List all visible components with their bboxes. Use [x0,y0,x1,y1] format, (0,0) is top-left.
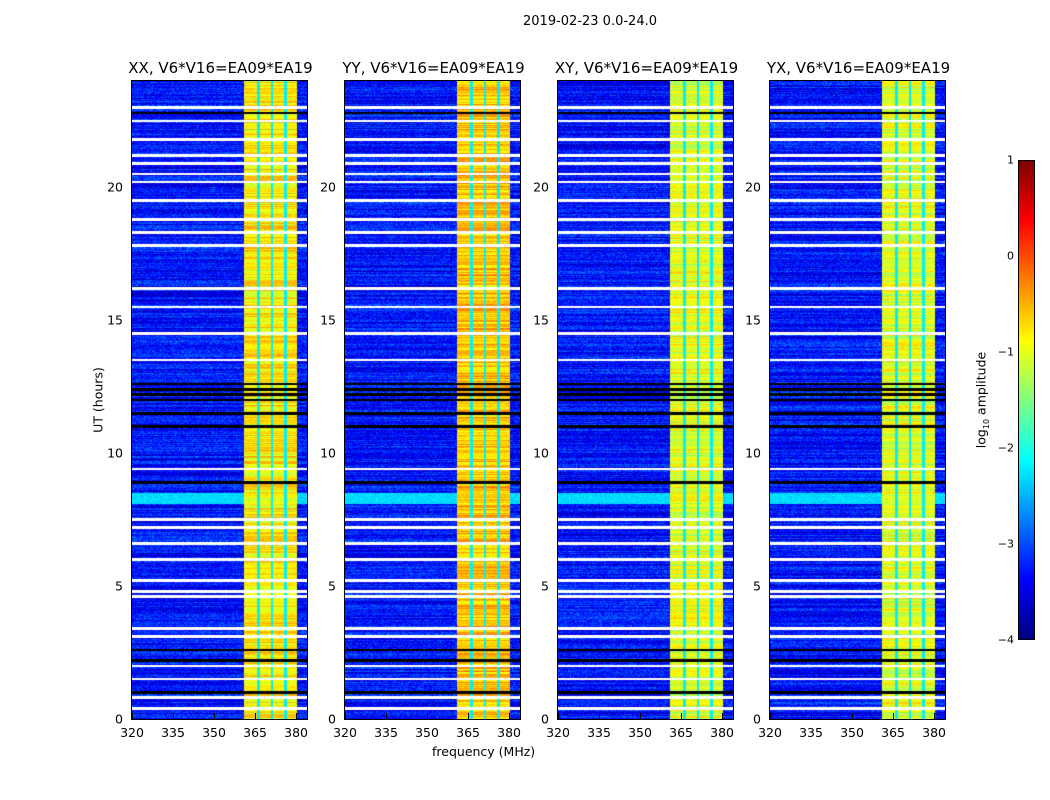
spectrogram-image [558,81,733,719]
x-tick [345,713,346,719]
x-tick-label: 365 [243,725,267,740]
x-tick-label: 380 [284,725,308,740]
x-tick-label: 320 [546,725,570,740]
x-tick [509,713,511,719]
x-tick-label: 365 [669,725,693,740]
x-tick [852,713,854,719]
y-axis-label: UT (hours) [90,367,106,433]
panel-title: YY, V6*V16=EA09*EA19 [342,59,525,77]
y-tick-label: 0 [541,711,549,727]
x-tick [893,713,895,719]
y-tick-label: 0 [753,711,761,727]
y-tick-label: 0 [115,711,123,727]
y-tick-label: 10 [533,445,549,461]
colorbar-tick-label: −2 [997,441,1014,455]
x-tick [255,713,257,719]
x-tick-label: 320 [333,725,357,740]
y-tick-label: 10 [107,445,123,461]
x-tick-label: 350 [628,725,652,740]
y-tick-label: 20 [533,179,549,195]
y-tick-label: 5 [115,578,123,594]
y-tick-label: 10 [745,445,761,461]
x-tick-label: 365 [456,725,480,740]
y-tick-label: 0 [328,711,336,727]
colorbar-tick-label: −4 [997,633,1014,647]
panel-title: XY, V6*V16=EA09*EA19 [554,59,739,77]
y-tick-label: 20 [320,179,336,195]
x-tick-label: 335 [799,725,823,740]
x-tick [468,713,470,719]
colorbar-tick-label: 1 [1007,153,1014,167]
y-tick-label: 5 [541,578,549,594]
panel-title: XX, V6*V16=EA09*EA19 [128,59,313,77]
x-tick-label: 335 [587,725,611,740]
x-tick [214,713,216,719]
x-tick-label: 350 [415,725,439,740]
y-tick-label: 20 [745,179,761,195]
x-tick [770,713,771,719]
x-tick [558,713,559,719]
x-tick [811,713,813,719]
x-tick [427,713,429,719]
colorbar-label: log10 amplitude [973,351,991,449]
x-tick-label: 365 [881,725,905,740]
x-tick [599,713,601,719]
spectrogram-image [345,81,520,719]
spectrogram-panel: XY, V6*V16=EA09*EA19 320 335 350 365 380 0 5 10 1… [533,59,738,740]
x-tick [640,713,642,719]
y-tick-label: 10 [320,445,336,461]
spectrogram-panel: YY, V6*V16=EA09*EA19 320 335 350 365 380 0 5 10 1… [320,59,525,740]
x-tick [722,713,724,719]
x-tick [132,713,133,719]
x-tick-label: 350 [840,725,864,740]
spectrogram-image [132,81,307,719]
x-tick [934,713,936,719]
x-tick-label: 350 [202,725,226,740]
y-tick-label: 15 [533,312,549,328]
x-tick-label: 320 [120,725,144,740]
x-tick-label: 380 [710,725,734,740]
x-tick-label: 380 [922,725,946,740]
x-tick [173,713,175,719]
x-tick [681,713,683,719]
colorbar-gradient [1019,161,1034,639]
x-tick-label: 335 [161,725,185,740]
x-tick [386,713,388,719]
panel-title: YX, V6*V16=EA09*EA19 [766,59,951,77]
x-tick [296,713,298,719]
spectrogram-panel: XX, V6*V16=EA09*EA19 320 335 350 365 380 0 5 10 1… [107,59,313,740]
x-axis-label: frequency (MHz) [432,744,536,759]
x-tick-label: 320 [758,725,782,740]
y-tick-label: 15 [107,312,123,328]
x-tick-label: 380 [497,725,521,740]
spectrogram-image [770,81,945,719]
y-tick-label: 5 [753,578,761,594]
colorbar-tick-label: 0 [1007,249,1014,263]
y-tick-label: 15 [320,312,336,328]
colorbar-tick-label: −3 [997,537,1014,551]
colorbar [1018,160,1035,640]
x-tick-label: 335 [374,725,398,740]
y-tick-label: 15 [745,312,761,328]
figure-title: 2019-02-23 0.0-24.0 [523,14,657,29]
y-tick-label: 5 [328,578,336,594]
colorbar-tick-label: −1 [997,345,1014,359]
y-tick-label: 20 [107,179,123,195]
spectrogram-panel: YX, V6*V16=EA09*EA19 320 335 350 365 380 0 5 10 1… [745,59,950,740]
